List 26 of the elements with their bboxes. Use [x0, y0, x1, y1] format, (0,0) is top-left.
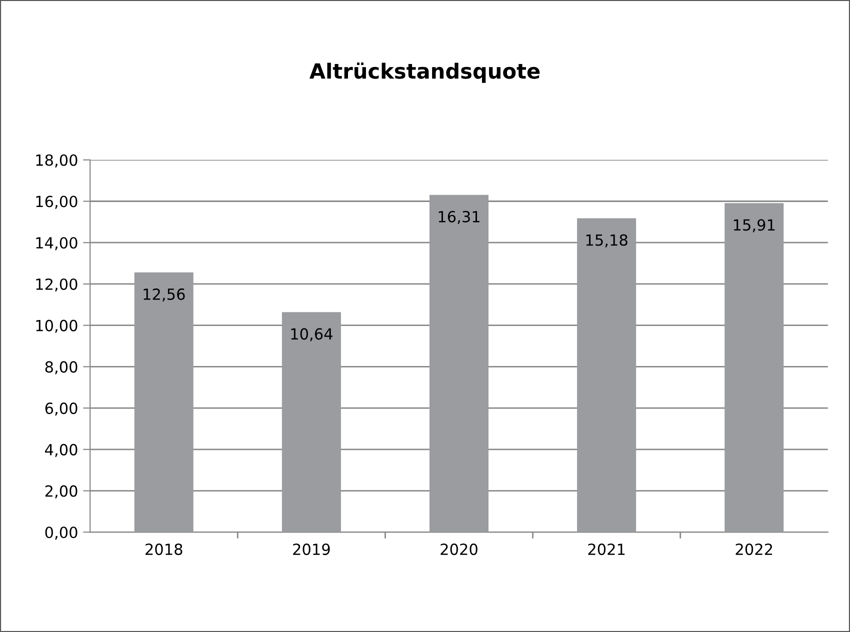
x-tick-label: 2019 [293, 544, 330, 556]
data-label: 10,64 [291, 328, 332, 342]
y-tick-label: 0,00 [45, 526, 78, 540]
x-tick-label: 2018 [146, 544, 182, 556]
bar [429, 194, 489, 532]
y-tick-label: 18,00 [36, 154, 78, 168]
bar [577, 218, 636, 532]
x-tick-label: 2022 [736, 544, 772, 556]
data-label: 16,31 [438, 210, 480, 224]
y-tick-label: 6,00 [45, 402, 78, 416]
y-tick-label: 2,00 [45, 485, 78, 498]
y-tick-label: 10,00 [36, 320, 78, 333]
y-tick-label: 4,00 [45, 444, 78, 458]
data-label: 15,18 [586, 234, 628, 248]
y-tick-label: 12,00 [36, 278, 78, 292]
bar [134, 272, 194, 532]
bar [724, 203, 784, 532]
x-tick-label: 2021 [588, 544, 625, 556]
bar [282, 312, 341, 532]
y-tick-label: 14,00 [36, 237, 78, 250]
data-label: 15,91 [734, 219, 775, 232]
y-tick-label: 16,00 [36, 196, 78, 209]
x-tick-label: 2020 [440, 544, 478, 556]
data-label: 12,56 [144, 288, 185, 302]
chart-title: Altrückstandsquote [309, 62, 540, 83]
y-tick-label: 8,00 [45, 361, 78, 374]
